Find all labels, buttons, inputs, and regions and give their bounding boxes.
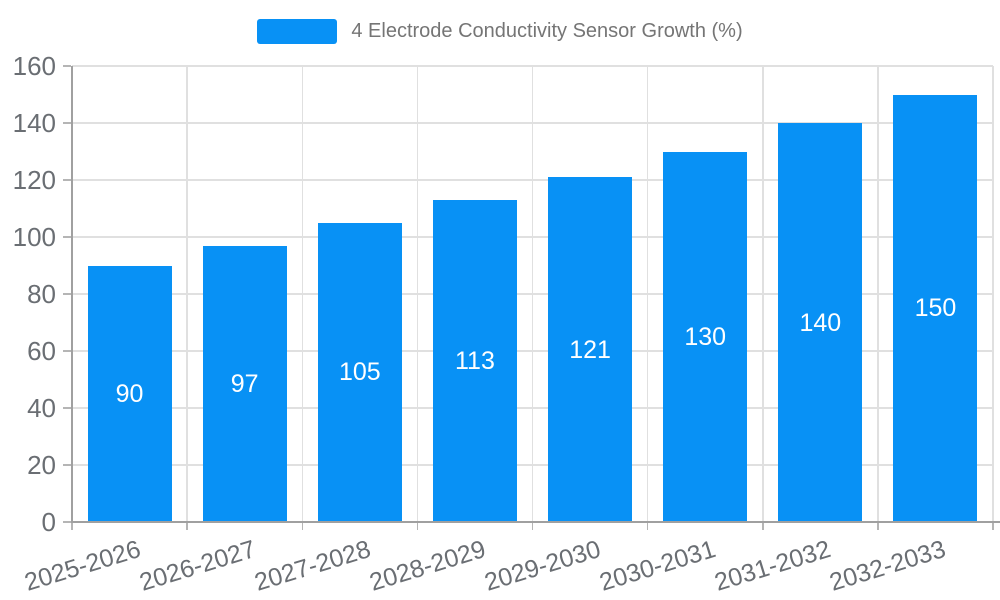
bar-2030-2031[interactable] [663, 151, 748, 522]
x-axis-tick [877, 522, 879, 530]
y-axis-tick-label: 20 [27, 450, 56, 480]
y-axis-tick-label: 40 [27, 393, 56, 423]
x-gridline [762, 66, 764, 522]
x-axis-tick [71, 522, 73, 530]
bar-value-label: 121 [569, 335, 611, 364]
bar-value-label: 130 [684, 322, 727, 351]
y-axis-tick-label: 0 [41, 507, 56, 537]
x-gridline [301, 66, 303, 522]
y-axis-tick-label: 60 [27, 336, 56, 366]
y-axis-tick [63, 293, 71, 295]
bar-2028-2029[interactable] [432, 199, 517, 522]
x-axis-tick [762, 522, 764, 530]
y-axis-tick-label: 140 [12, 108, 56, 138]
plot-area: 0 20 40 60 80 100 120 140 160 90 2025-2026 97 2026-2… [13, 51, 1000, 597]
bar-value-label: 105 [338, 358, 381, 387]
x-gridline [416, 66, 419, 522]
y-axis-tick [63, 65, 71, 67]
chart-legend: 4 Electrode Conductivity Sensor Growth (… [0, 19, 1000, 44]
legend-label: 4 Electrode Conductivity Sensor Growth (… [351, 20, 743, 42]
bar-value-label: 140 [799, 308, 842, 337]
y-axis-tick-label: 80 [27, 279, 56, 309]
y-axis-tick-label: 100 [12, 222, 56, 252]
bar-2032-2033[interactable] [893, 94, 978, 522]
x-gridline [531, 66, 534, 522]
bar-2026-2027[interactable] [202, 245, 287, 522]
bar-2027-2028[interactable] [317, 222, 402, 522]
x-axis-tick [416, 522, 419, 530]
x-gridline [646, 66, 649, 522]
bar-2031-2032[interactable] [778, 123, 863, 522]
bar-value-label: 97 [230, 369, 259, 398]
x-axis-tick [531, 522, 534, 530]
y-axis-tick [63, 464, 71, 466]
bar-value-label: 150 [914, 294, 957, 323]
y-axis-line [71, 66, 73, 523]
x-gridline [877, 66, 879, 522]
y-axis-tick [63, 521, 71, 523]
legend-item[interactable]: 4 Electrode Conductivity Sensor Growth (… [257, 19, 743, 44]
x-gridline [186, 66, 188, 522]
y-axis-tick-label: 160 [12, 51, 56, 81]
y-axis-tick [63, 236, 71, 238]
x-axis-tick [186, 522, 188, 530]
y-axis-tick [63, 407, 71, 409]
y-axis-tick [63, 179, 71, 181]
bar-value-label: 113 [455, 346, 495, 375]
y-axis-tick-label: 120 [12, 165, 56, 195]
x-axis-tick [646, 522, 649, 530]
legend-swatch-icon [257, 19, 338, 44]
y-axis-tick [63, 122, 71, 124]
bar-value-label: 90 [115, 379, 144, 408]
bar-2029-2030[interactable] [548, 177, 633, 522]
x-axis-tick [992, 522, 994, 530]
x-axis-tick [301, 522, 303, 530]
x-axis-line [72, 521, 1000, 523]
y-axis-tick [63, 350, 71, 352]
bar-2025-2026[interactable] [87, 265, 172, 522]
x-gridline [992, 66, 994, 522]
